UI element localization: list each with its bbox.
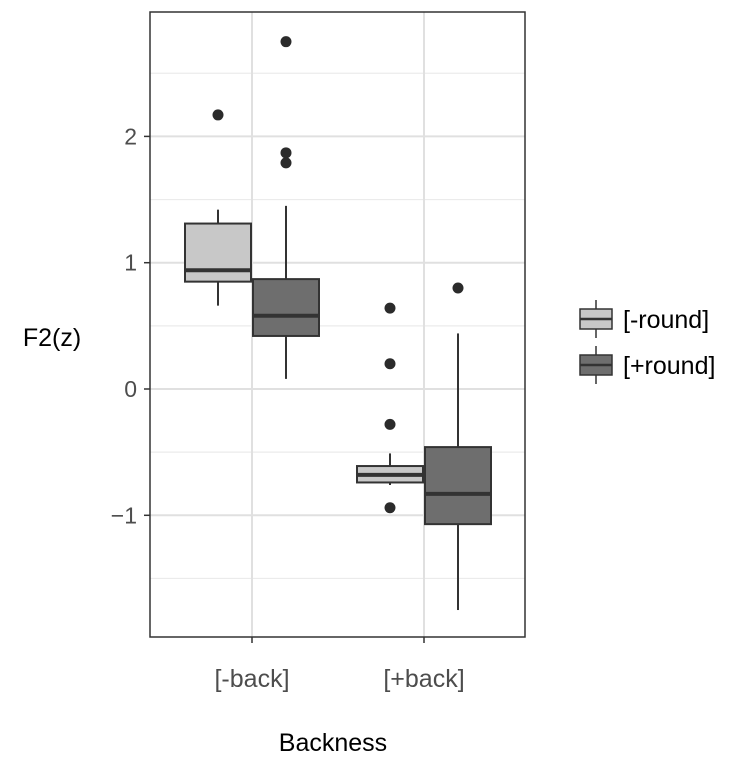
x-tick-label: [+back] (383, 665, 464, 693)
y-tick-label: 1 (124, 250, 137, 276)
outlier-point (280, 36, 292, 48)
box-[+round]-[-back] (252, 278, 320, 337)
outlier-point (280, 157, 292, 169)
box-[+round]-[+back] (424, 446, 492, 526)
boxes (184, 36, 492, 611)
outlier-point (384, 358, 396, 370)
outlier-point (384, 302, 396, 314)
outlier-point (452, 282, 464, 294)
outlier-point (384, 418, 396, 430)
y-tick-label: 0 (124, 376, 137, 402)
outlier-point (212, 109, 224, 121)
outlier-point (280, 147, 292, 159)
axes: −1 0 1 2 [-back] [+back] (111, 123, 465, 693)
grid (150, 12, 525, 637)
legend-label: [+round] (623, 352, 715, 380)
y-tick-label: 2 (124, 123, 137, 149)
x-axis-label: Backness (279, 729, 387, 757)
box-[-round]-[-back] (184, 222, 252, 283)
y-tick-label: −1 (111, 502, 137, 528)
legend-label: [-round] (623, 306, 709, 334)
x-tick-label: [-back] (214, 665, 289, 693)
outlier-point (384, 502, 396, 514)
panel-border (149, 11, 526, 638)
y-axis-label: F2(z) (23, 324, 81, 352)
legend: [-round] [+round] (579, 300, 715, 384)
